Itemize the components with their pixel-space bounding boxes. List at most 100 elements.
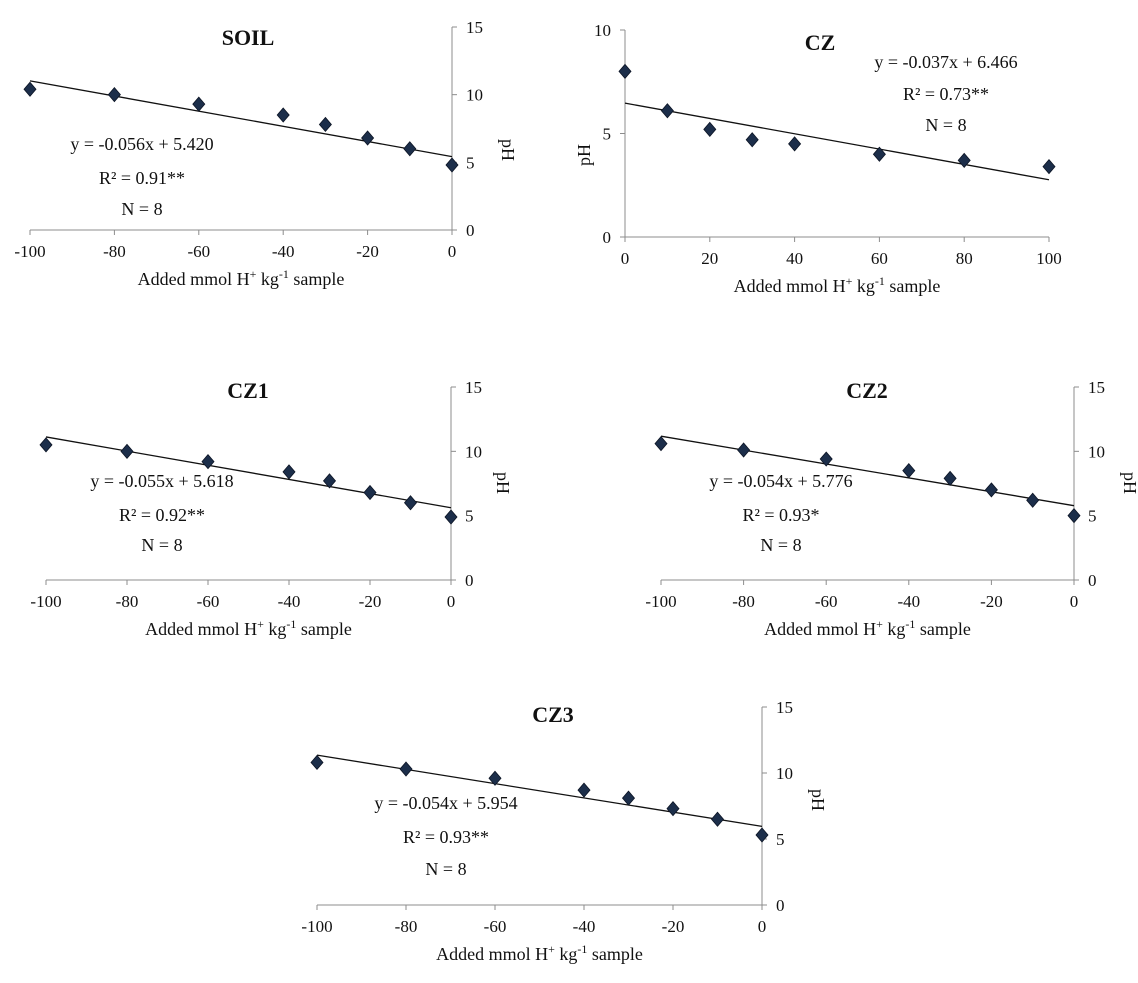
y-axis-label: pH — [574, 144, 594, 166]
equation-label: y = -0.054x + 5.776 — [709, 471, 852, 491]
chart-cz1: -100 -80 -60 -40 -20 00 5 10 15 CZ1 y = -0.055x + … — [30, 378, 513, 639]
n-label: N = 8 — [760, 535, 801, 555]
x-tick-label: 0 — [758, 917, 767, 936]
data-point — [363, 484, 377, 501]
x-tick-label: -60 — [187, 242, 210, 261]
data-point — [984, 482, 998, 498]
y-tick-label: 15 — [465, 378, 482, 397]
y-tick-label: 10 — [776, 764, 793, 783]
y-axis-label: pH — [498, 139, 518, 161]
x-tick-label: -80 — [732, 592, 755, 611]
y-tick-label: 10 — [594, 21, 611, 40]
data-point — [107, 87, 121, 103]
data-point — [399, 761, 413, 777]
x-tick-label: -40 — [272, 242, 295, 261]
x-axis-label: Added mmol H+ kg-1 sample — [145, 617, 352, 639]
chart-title: SOIL — [222, 25, 275, 50]
data-point — [745, 132, 759, 148]
x-tick-label: -60 — [484, 917, 507, 936]
data-point — [943, 470, 957, 486]
y-tick-label: 0 — [603, 228, 612, 247]
data-point — [819, 451, 833, 467]
data-point — [666, 801, 680, 817]
x-tick-label: 60 — [871, 249, 888, 268]
data-point — [445, 157, 459, 173]
y-tick-label: 10 — [466, 86, 483, 105]
x-tick-label: 40 — [786, 249, 803, 268]
y-tick-label: 10 — [1088, 442, 1105, 461]
x-tick-label: -40 — [278, 592, 301, 611]
data-point — [660, 103, 674, 119]
x-tick-label: -80 — [395, 917, 418, 936]
y-tick-label: 0 — [1088, 571, 1097, 590]
y-axis-label: pH — [808, 789, 828, 811]
x-axis-label: Added mmol H+ kg-1 sample — [138, 267, 345, 289]
x-tick-label: 20 — [701, 249, 718, 268]
equation-label: y = -0.055x + 5.618 — [90, 471, 233, 491]
data-point — [39, 437, 53, 453]
data-point — [703, 121, 717, 137]
x-tick-label: -100 — [14, 242, 45, 261]
n-label: N = 8 — [141, 535, 182, 555]
data-point — [755, 827, 769, 843]
data-point — [1067, 508, 1081, 524]
x-tick-label: 0 — [1070, 592, 1079, 611]
x-tick-label: -100 — [301, 917, 332, 936]
data-point — [201, 454, 215, 470]
x-tick-label: -80 — [103, 242, 126, 261]
x-tick-label: -20 — [356, 242, 379, 261]
y-tick-label: 10 — [465, 442, 482, 461]
equation-label: y = -0.054x + 5.954 — [374, 793, 517, 813]
x-axis-label: Added mmol H+ kg-1 sample — [764, 617, 971, 639]
x-axis-label: Added mmol H+ kg-1 sample — [436, 942, 643, 964]
trendline — [624, 102, 1050, 181]
equation-label: y = -0.037x + 6.466 — [874, 52, 1017, 72]
data-point — [1026, 492, 1040, 508]
y-tick-label: 15 — [466, 18, 483, 37]
y-tick-label: 5 — [465, 507, 474, 526]
chart-cz: 0 20 40 60 80 100 0 5 10 CZ y = -0.037x + 6.466 R² … — [574, 21, 1062, 296]
data-point — [444, 509, 458, 525]
data-point — [488, 770, 502, 786]
data-point — [310, 754, 324, 771]
data-point — [282, 464, 296, 480]
x-tick-label: -80 — [116, 592, 139, 611]
data-point — [618, 63, 632, 80]
r-squared-label: R² = 0.92** — [119, 505, 205, 525]
x-tick-label: -60 — [197, 592, 220, 611]
data-point — [1042, 159, 1056, 175]
equation-label: y = -0.056x + 5.420 — [70, 134, 213, 154]
n-label: N = 8 — [121, 199, 162, 219]
data-point — [621, 790, 636, 806]
data-point — [318, 116, 332, 133]
chart-title: CZ1 — [227, 378, 269, 403]
data-point — [788, 136, 802, 152]
x-tick-label: -40 — [897, 592, 920, 611]
chart-title: CZ2 — [846, 378, 888, 403]
data-point — [902, 463, 916, 479]
y-tick-label: 15 — [776, 698, 793, 717]
x-tick-label: -100 — [30, 592, 61, 611]
y-tick-label: 0 — [776, 896, 785, 915]
y-tick-label: 5 — [603, 125, 612, 144]
data-point — [23, 81, 37, 97]
x-tick-label: 80 — [956, 249, 973, 268]
data-point — [654, 435, 668, 452]
r-squared-label: R² = 0.73** — [903, 84, 989, 104]
chart-title: CZ — [805, 30, 836, 55]
trendline — [660, 435, 1075, 507]
n-label: N = 8 — [925, 115, 966, 135]
x-tick-label: 0 — [447, 592, 456, 611]
r-squared-label: R² = 0.91** — [99, 168, 185, 188]
chart-cz2: -100 -80 -60 -40 -20 00 5 10 15 CZ2 y = -0.054x + … — [645, 378, 1138, 639]
x-tick-label: -20 — [359, 592, 382, 611]
x-tick-label: 0 — [621, 249, 630, 268]
data-point — [710, 811, 725, 827]
x-axis-label: Added mmol H+ kg-1 sample — [734, 274, 941, 296]
y-axis-label: pH — [1120, 472, 1138, 494]
x-tick-label: -20 — [662, 917, 685, 936]
y-tick-label: 15 — [1088, 378, 1105, 397]
data-point — [322, 473, 337, 489]
y-tick-label: 5 — [776, 830, 785, 849]
